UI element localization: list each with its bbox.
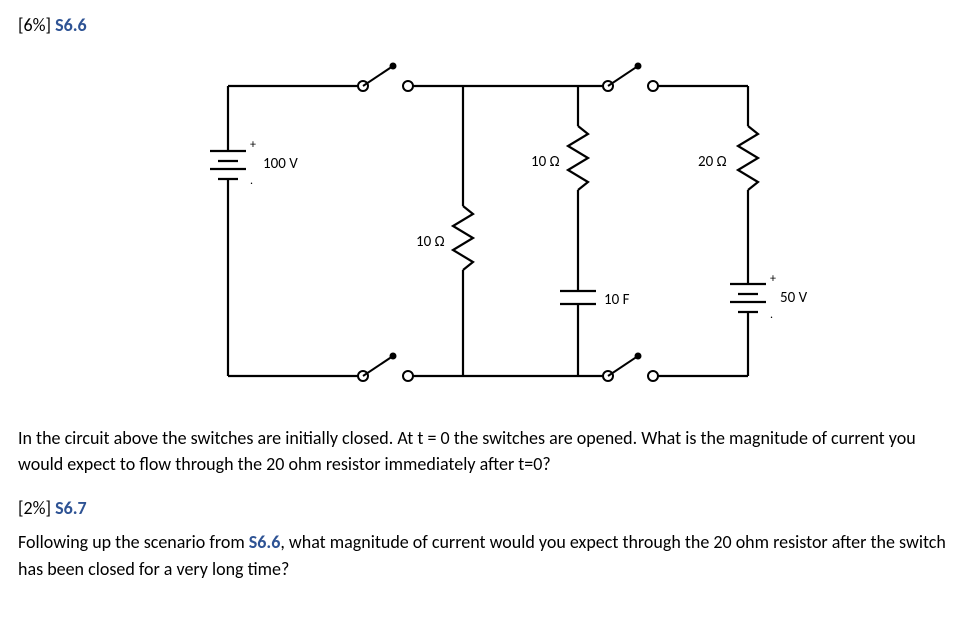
v-src-left-label: 100 V [263,155,298,173]
q2-code: S6.7 [55,497,87,519]
circuit-diagram: + . 100 V 10 Ω 10 Ω 10 F 20 Ω [188,56,808,403]
q2-prompt-prefix: Following up the scenario from [18,531,249,553]
question-header-1: [6%] S6.6 [18,12,961,38]
q2-prompt: Following up the scenario from S6.6, wha… [18,529,961,581]
r-left-vert-label: 10 Ω [416,233,445,251]
svg-text:.: . [250,174,253,188]
r-mid-vert-label: 10 Ω [531,153,560,171]
svg-text:.: . [770,308,773,322]
q2-weight: [2%] [18,497,51,519]
question-header-2: [2%] S6.7 [18,495,961,521]
q1-code: S6.6 [55,14,87,36]
cap-label: 10 F [604,291,630,309]
svg-text:+: + [250,138,256,152]
v-src-right-label: 50 V [780,289,808,307]
r-right-vert-label: 20 Ω [698,153,727,171]
q2-code-ref: S6.6 [249,531,281,553]
q1-weight: [6%] [18,14,51,36]
svg-text:+: + [770,272,776,286]
q1-prompt: In the circuit above the switches are in… [18,425,961,477]
